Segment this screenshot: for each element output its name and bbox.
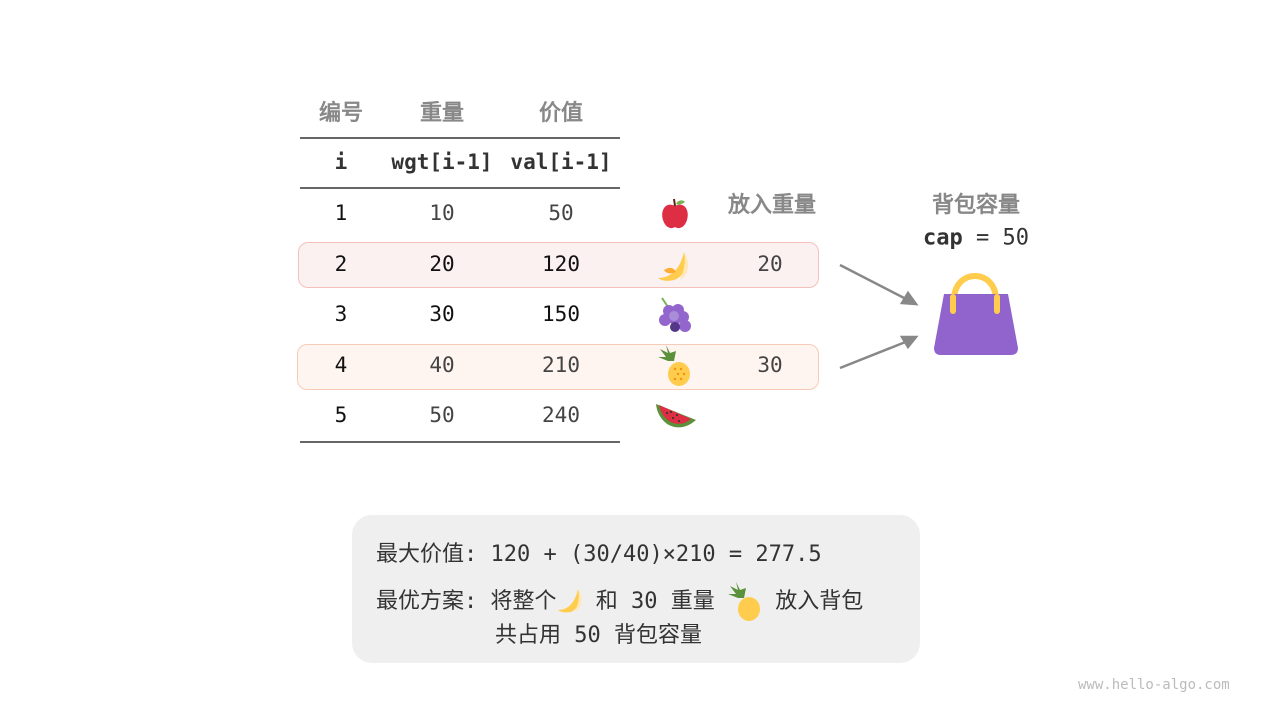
banana-icon bbox=[557, 589, 581, 613]
cell-val: 120 bbox=[542, 252, 580, 276]
header-val: val[i-1] bbox=[510, 150, 612, 174]
put-weight-value: 30 bbox=[757, 353, 783, 377]
cell-i: 3 bbox=[334, 302, 348, 326]
max-formula: 120 + (30/40)×210 = 277.5 bbox=[490, 542, 822, 567]
cell-wgt: 30 bbox=[429, 302, 455, 326]
pineapple-icon bbox=[728, 582, 760, 621]
arrows bbox=[839, 263, 919, 370]
cell-wgt: 10 bbox=[429, 201, 455, 225]
highlight-row-4 bbox=[297, 344, 819, 390]
summary-box bbox=[352, 515, 920, 663]
header-id: 编号 bbox=[318, 101, 364, 126]
table-rule-top bbox=[300, 137, 620, 139]
put-weight-header: 放入重量 bbox=[727, 193, 817, 218]
arrow-icon bbox=[839, 263, 919, 306]
arrow-icon bbox=[839, 335, 919, 370]
cap-label: cap bbox=[923, 225, 963, 251]
cell-wgt: 40 bbox=[429, 353, 455, 377]
pineapple-icon bbox=[658, 345, 690, 386]
plan-text-2: 和 30 重量 bbox=[595, 589, 715, 614]
cell-i: 1 bbox=[334, 201, 348, 225]
cell-val: 240 bbox=[542, 403, 580, 427]
header-wgt: wgt[i-1] bbox=[391, 150, 493, 174]
watermelon-icon bbox=[656, 404, 696, 428]
cell-wgt: 50 bbox=[429, 403, 455, 427]
plan-line-2: 共占用 50 背包容量 bbox=[495, 623, 702, 648]
plan-line: 最优方案: 将整个 和 30 重量 放入背包 bbox=[376, 582, 863, 622]
max-label: 最大价值: bbox=[376, 542, 478, 567]
header-i: i bbox=[334, 150, 348, 174]
plan-text-1: 将整个 bbox=[490, 589, 557, 614]
cell-wgt: 20 bbox=[429, 252, 455, 276]
header-value: 价值 bbox=[538, 101, 584, 126]
cell-val: 210 bbox=[542, 353, 580, 377]
grapes-icon bbox=[659, 297, 691, 332]
cell-i: 4 bbox=[334, 353, 348, 377]
cell-i: 2 bbox=[334, 252, 348, 276]
cell-val: 150 bbox=[542, 302, 580, 326]
bag-capacity: cap = 50 bbox=[923, 226, 1029, 251]
banana-icon bbox=[658, 252, 689, 281]
cap-value: = 50 bbox=[976, 225, 1029, 251]
cell-i: 5 bbox=[334, 403, 348, 427]
table-rule-mid bbox=[300, 187, 620, 189]
highlight-row-2 bbox=[298, 242, 819, 288]
put-weight-value: 20 bbox=[757, 252, 783, 276]
bag-title: 背包容量 bbox=[931, 193, 1021, 218]
plan-text-3: 放入背包 bbox=[775, 589, 864, 614]
max-value-line: 最大价值: 120 + (30/40)×210 = 277.5 bbox=[376, 536, 822, 568]
cell-val: 50 bbox=[548, 201, 574, 225]
table-rule-bottom bbox=[300, 441, 620, 443]
apple-icon bbox=[662, 198, 688, 229]
plan-label: 最优方案: bbox=[376, 589, 478, 614]
header-weight: 重量 bbox=[419, 101, 465, 126]
watermark: www.hello-algo.com bbox=[1078, 677, 1230, 693]
handbag-icon bbox=[934, 273, 1018, 355]
